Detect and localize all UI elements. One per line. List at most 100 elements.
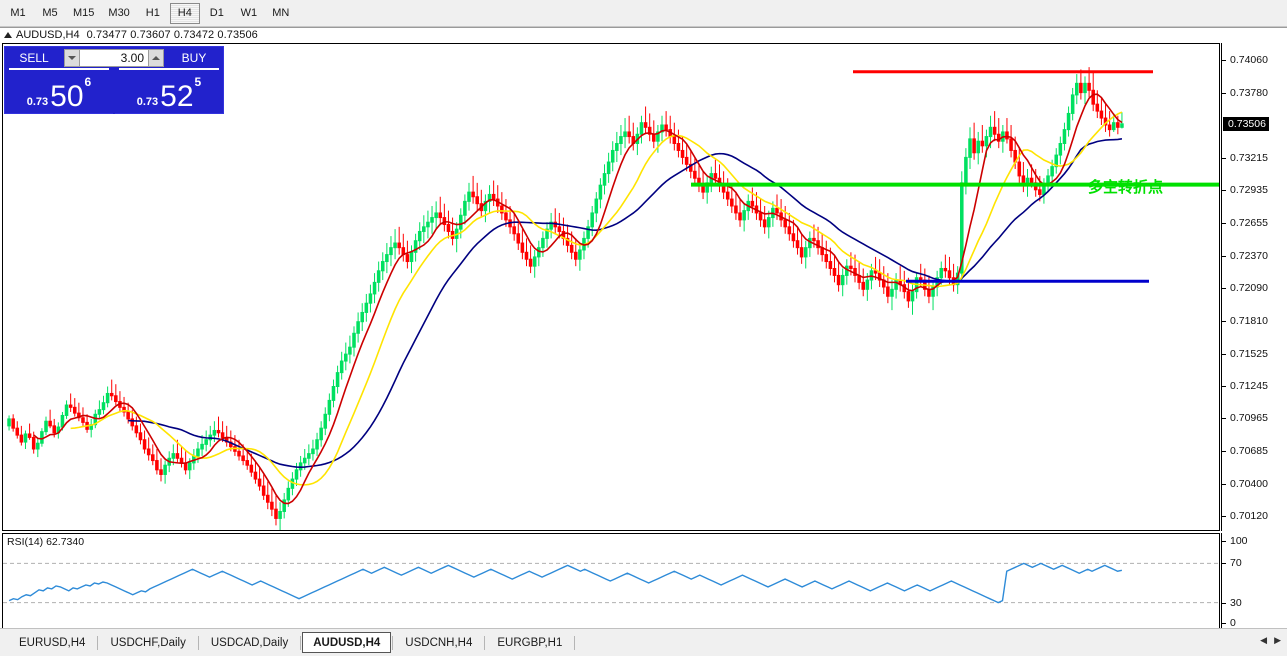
volume-increase-button[interactable]: [148, 49, 164, 67]
buy-underline: [119, 68, 219, 70]
chart-symbol-label: AUDUSD,H4: [16, 29, 80, 41]
price-tick-label: 0.73215: [1230, 151, 1268, 164]
price-tick-mark: [1222, 157, 1226, 159]
chart-tab-usdcad-daily[interactable]: USDCAD,Daily: [210, 636, 289, 649]
scroll-left-icon[interactable]: ◀: [1260, 635, 1268, 645]
chart-ohlc-values: 0.73477 0.73607 0.73472 0.73506: [86, 29, 258, 41]
price-tick-label: 0.71525: [1230, 347, 1268, 360]
chart-tab-bar: EURUSD,H4 USDCHF,Daily USDCAD,Daily AUDUSD,…: [0, 628, 1287, 656]
tab-separator: [484, 635, 486, 650]
price-scale[interactable]: 0.74060 0.73780 0.73506 0.73215 0.72935 0.726…: [1221, 43, 1287, 531]
rsi-tick-mark: [1222, 563, 1226, 565]
ma-fast-line: [33, 93, 1123, 505]
price-chart-canvas: [7, 67, 1219, 530]
chart-tab-eurgbp-h1[interactable]: EURGBP,H1: [497, 636, 563, 649]
rsi-tick-mark: [1222, 623, 1226, 624]
rsi-tick-label: 0: [1230, 617, 1236, 629]
buy-price-main: 52: [160, 80, 194, 113]
chart-tab-usdcnh-h4[interactable]: USDCNH,H4: [405, 636, 473, 649]
volume-stepper[interactable]: 3.00: [64, 49, 164, 67]
rsi-tick-mark: [1222, 541, 1226, 542]
price-tick-label: 0.71810: [1230, 314, 1268, 327]
price-tick-mark: [1222, 190, 1226, 192]
timeframe-button-m1[interactable]: M1: [10, 7, 26, 19]
price-tick-mark: [1222, 516, 1226, 518]
rsi-canvas: [3, 562, 1219, 604]
chart-header: AUDUSD,H4 0.73477 0.73607 0.73472 0.7350…: [0, 28, 1230, 42]
price-tick-label: 0.72090: [1230, 282, 1268, 295]
price-tick-mark: [1222, 353, 1226, 355]
price-tick-label: 0.71245: [1230, 379, 1268, 392]
price-tick-label: 0.72370: [1230, 249, 1268, 262]
price-tick-label: 0.73780: [1230, 86, 1268, 99]
sell-price-prefix: 0.73: [26, 96, 49, 108]
price-tick-mark: [1222, 385, 1226, 387]
price-tick-mark: [1222, 450, 1226, 452]
price-tick-mark: [1222, 288, 1226, 290]
timeframe-button-m30[interactable]: M30: [108, 7, 130, 19]
sell-underline: [9, 68, 109, 70]
tab-separator: [97, 635, 99, 650]
rsi-scale[interactable]: 100 70 30 0: [1221, 533, 1287, 633]
buy-price-fraction: 5: [194, 75, 202, 89]
chart-tab-usdchf-daily[interactable]: USDCHF,Daily: [110, 636, 186, 649]
trade-panel-top-row: SELL 3.00 BUY: [5, 47, 223, 69]
rsi-tick-label: 30: [1230, 596, 1242, 609]
timeframe-button-h4[interactable]: H4: [169, 2, 200, 24]
buy-button[interactable]: BUY: [181, 51, 207, 65]
buy-price-prefix: 0.73: [136, 96, 159, 108]
tab-separator: [197, 635, 199, 650]
ma-slow-line: [128, 138, 1123, 469]
timeframe-button-w1[interactable]: W1: [240, 7, 258, 19]
price-tick-label: 0.74060: [1230, 54, 1268, 67]
price-tick-label: 0.70685: [1230, 444, 1268, 457]
scroll-right-icon[interactable]: ▶: [1274, 635, 1281, 645]
timeframe-button-d1[interactable]: D1: [209, 7, 224, 19]
price-tick-mark: [1222, 418, 1226, 420]
one-click-trading-panel[interactable]: SELL 3.00 BUY 0.73 50 6: [4, 46, 224, 114]
tab-separator: [574, 635, 576, 650]
timeframe-button-mn[interactable]: MN: [272, 7, 290, 19]
sell-price-main: 50: [50, 80, 84, 113]
tab-separator: [300, 635, 302, 650]
turning-point-label[interactable]: 多空转折点: [1088, 179, 1164, 196]
price-tick-mark: [1222, 320, 1226, 322]
chevron-up-icon: [152, 56, 160, 60]
price-tick-label: 0.70120: [1230, 510, 1268, 523]
price-tick-label: 0.72655: [1230, 216, 1268, 229]
buy-price-cell[interactable]: 0.73 52 5: [113, 68, 223, 114]
volume-input[interactable]: 3.00: [80, 49, 148, 67]
sell-button[interactable]: SELL: [19, 51, 49, 65]
trade-panel-prices: 0.73 50 6 0.73 52 5: [5, 68, 223, 114]
price-tick-label: 0.70400: [1230, 477, 1268, 490]
collapse-triangle-icon[interactable]: [4, 32, 12, 38]
price-tick-mark: [1222, 255, 1226, 257]
price-tick-mark: [1222, 92, 1226, 94]
chevron-down-icon: [68, 56, 76, 60]
timeframe-toolbar: M1 M5 M15 M30 H1 H4 D1 W1 MN: [0, 0, 1287, 27]
volume-decrease-button[interactable]: [64, 49, 80, 67]
timeframe-button-h1[interactable]: H1: [145, 7, 160, 19]
chart-tab-eurusd-h4[interactable]: EURUSD,H4: [19, 636, 86, 649]
current-price-tag: 0.73506: [1223, 117, 1269, 132]
price-tick-mark: [1222, 222, 1226, 224]
rsi-tick-label: 70: [1230, 557, 1242, 570]
rsi-tick-mark: [1222, 602, 1226, 604]
candlestick-series: [7, 67, 1124, 530]
price-tick-label: 0.70965: [1230, 412, 1268, 425]
sell-price-cell[interactable]: 0.73 50 6: [5, 68, 113, 114]
chart-tab-audusd-h4[interactable]: AUDUSD,H4: [302, 632, 392, 653]
timeframe-button-m15[interactable]: M15: [73, 7, 95, 19]
rsi-indicator-pane[interactable]: RSI(14) 62.7340: [2, 533, 1220, 633]
chart-frame: AUDUSD,H4 0.73477 0.73607 0.73472 0.7350…: [0, 27, 1287, 654]
rsi-tick-label: 100: [1230, 535, 1248, 547]
price-tick-label: 0.72935: [1230, 184, 1268, 197]
rsi-label: RSI(14) 62.7340: [7, 536, 85, 548]
sell-price-fraction: 6: [84, 75, 92, 89]
price-tick-mark: [1222, 483, 1226, 485]
price-chart-pane[interactable]: [2, 43, 1220, 531]
price-tick-mark: [1222, 60, 1226, 62]
tab-scroll-controls[interactable]: ◀ ▶: [1258, 635, 1283, 646]
timeframe-button-m5[interactable]: M5: [42, 7, 58, 19]
